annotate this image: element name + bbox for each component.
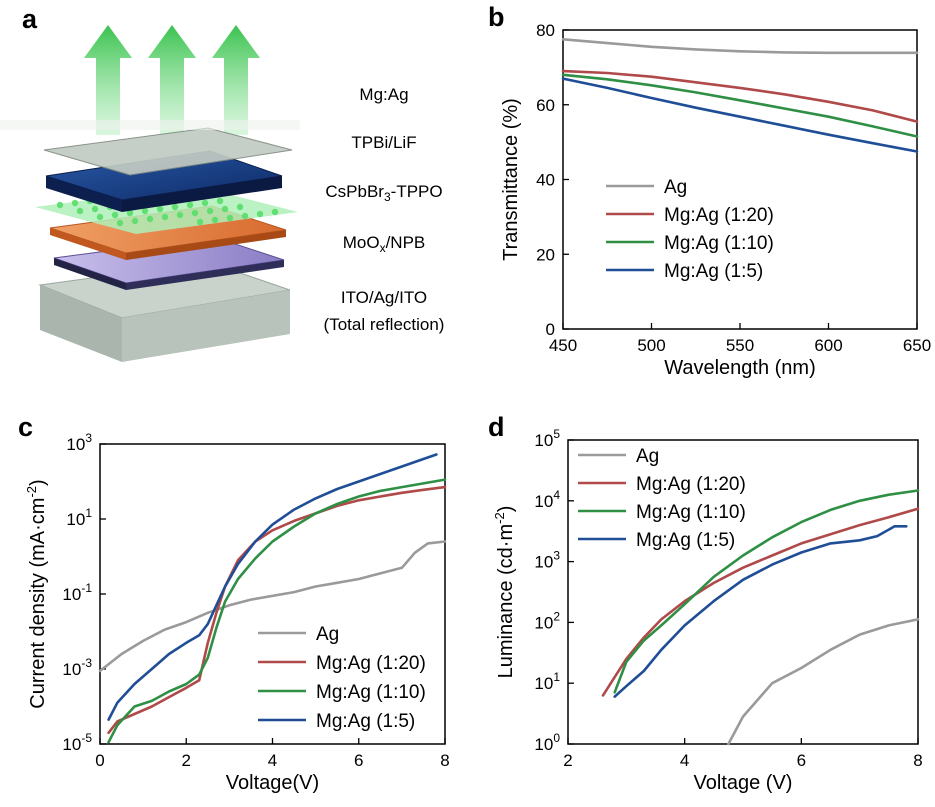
- series-line-ag: [98, 540, 447, 673]
- emission-arrow-icon: [148, 25, 196, 135]
- y-tick-label: 10-5: [62, 731, 92, 754]
- legend-label: Mg:Ag (1:20): [664, 205, 774, 226]
- panel-c-label: c: [18, 412, 33, 442]
- series-line-mg-ag-1-20: [107, 485, 447, 735]
- x-tick-label: 2: [563, 751, 572, 770]
- emission-arrow-icon: [84, 25, 132, 135]
- legend-label: Mg:Ag (1:10): [664, 233, 774, 254]
- eml-layer-edge: [122, 176, 282, 212]
- y-tick-label: 20: [536, 245, 555, 264]
- series-line-mg-ag-1-5: [613, 524, 908, 698]
- eml-layer-edge: [46, 176, 122, 212]
- substrate-edge: [122, 290, 290, 362]
- x-tick-label: 6: [797, 751, 806, 770]
- htl-layer-edge: [126, 230, 286, 260]
- y-tick-label: 103: [66, 431, 92, 454]
- layer-label-moox: MoOx/NPB: [343, 233, 426, 255]
- y-axis-title: Luminance (cd·m-2): [492, 506, 517, 679]
- x-tick-label: 4: [680, 751, 689, 770]
- emission-arrow-icon: [212, 25, 260, 135]
- y-tick-label: 102: [534, 609, 560, 632]
- series-line-mg-ag-1-5: [107, 453, 438, 721]
- layer-label-reflection: (Total reflection): [324, 315, 445, 334]
- legend-label: Mg:Ag (1:5): [316, 711, 415, 732]
- series-line-mg-ag-1-10: [107, 478, 447, 744]
- x-tick-label: 2: [182, 751, 191, 770]
- legend-label: Mg:Ag (1:5): [664, 261, 763, 282]
- x-tick-label: 600: [814, 336, 842, 355]
- substrate-edge: [40, 285, 122, 362]
- series-line-mg-ag-1-10: [561, 73, 919, 138]
- series-line-mg-ag-1-10: [613, 489, 920, 694]
- x-axis-title: Voltage (V): [694, 772, 793, 794]
- emission-arrows: [84, 25, 260, 135]
- y-tick-label: 10-1: [62, 581, 92, 604]
- legend-label: Mg:Ag (1:10): [636, 502, 746, 523]
- legend-label: Mg:Ag (1:5): [636, 530, 735, 551]
- series-line-mg-ag-1-20: [561, 69, 919, 123]
- y-tick-label: 60: [536, 96, 555, 115]
- y-tick-label: 80: [536, 21, 555, 40]
- panel-d-label: d: [488, 412, 505, 442]
- x-tick-label: 500: [637, 336, 665, 355]
- layer-label-tpbi: TPBi/LiF: [351, 133, 416, 152]
- legend-label: Mg:Ag (1:10): [316, 682, 426, 703]
- y-tick-label: 0: [546, 320, 555, 339]
- ito-layer-edge: [126, 260, 284, 290]
- series-line-mg-ag-1-5: [561, 77, 919, 153]
- panel-b-label: b: [488, 2, 505, 32]
- panel-a-label: a: [22, 4, 38, 34]
- y-tick-label: 105: [534, 427, 560, 450]
- legend-label: Ag: [316, 624, 339, 645]
- y-tick-label: 101: [66, 506, 92, 529]
- x-tick-label: 0: [95, 751, 104, 770]
- chart-current-density: 0 2 4 6 8 10-5 10-3 10-1 101 103 Voltage(V) Current…: [24, 431, 450, 794]
- x-tick-label: 8: [440, 751, 449, 770]
- etl-layer: [43, 127, 293, 176]
- nanocrystal-layer: [35, 186, 298, 234]
- y-tick-label: 10-3: [62, 656, 92, 679]
- x-tick-label: 650: [903, 336, 931, 355]
- ito-layer-edge: [54, 258, 126, 290]
- x-tick-label: 8: [913, 751, 922, 770]
- series-line-ag: [561, 37, 919, 55]
- series-line-ag: [727, 618, 920, 746]
- legend-label: Ag: [636, 446, 659, 467]
- y-tick-label: 101: [534, 670, 560, 693]
- legend-label: Ag: [664, 177, 687, 198]
- panel-a: a: [0, 4, 444, 362]
- htl-layer-edge: [50, 228, 126, 260]
- layer-labels: Mg:Ag TPBi/LiF CsPbBr3-TPPO MoOx/NPB ITO…: [324, 85, 445, 334]
- cathode-haze: [0, 120, 300, 130]
- y-tick-label: 104: [534, 488, 560, 511]
- y-axis-title: Transmittance (%): [500, 98, 522, 261]
- layer-label-cspbbr3: CsPbBr3-TPPO: [325, 182, 442, 204]
- y-tick-label: 40: [536, 171, 555, 190]
- layer-label-ito: ITO/Ag/ITO: [341, 288, 427, 307]
- y-axis-title: Current density (mA·cm-2): [24, 479, 49, 708]
- legend-label: Mg:Ag (1:20): [316, 653, 426, 674]
- x-tick-label: 450: [549, 336, 577, 355]
- plot-frame: [567, 439, 919, 745]
- x-tick-label: 4: [268, 751, 277, 770]
- y-tick-label: 103: [534, 549, 560, 572]
- x-tick-label: 550: [726, 336, 754, 355]
- x-axis-title: Voltage(V): [226, 772, 319, 794]
- legend-label: Mg:Ag (1:20): [636, 474, 746, 495]
- chart-transmittance: 450 500 550 600 650 0 20 40 60 80 Wavelength (nm) T…: [500, 21, 931, 379]
- x-tick-label: 6: [354, 751, 363, 770]
- x-axis-title: Wavelength (nm): [664, 357, 816, 379]
- chart-luminance: 2 4 6 8 100 101 102 103 104 105 Voltage (V) Luminan…: [492, 427, 923, 794]
- layer-label-mgag: Mg:Ag: [359, 85, 408, 104]
- y-tick-label: 100: [534, 731, 560, 754]
- series-line-mg-ag-1-20: [601, 507, 920, 697]
- device-stack: [0, 120, 300, 362]
